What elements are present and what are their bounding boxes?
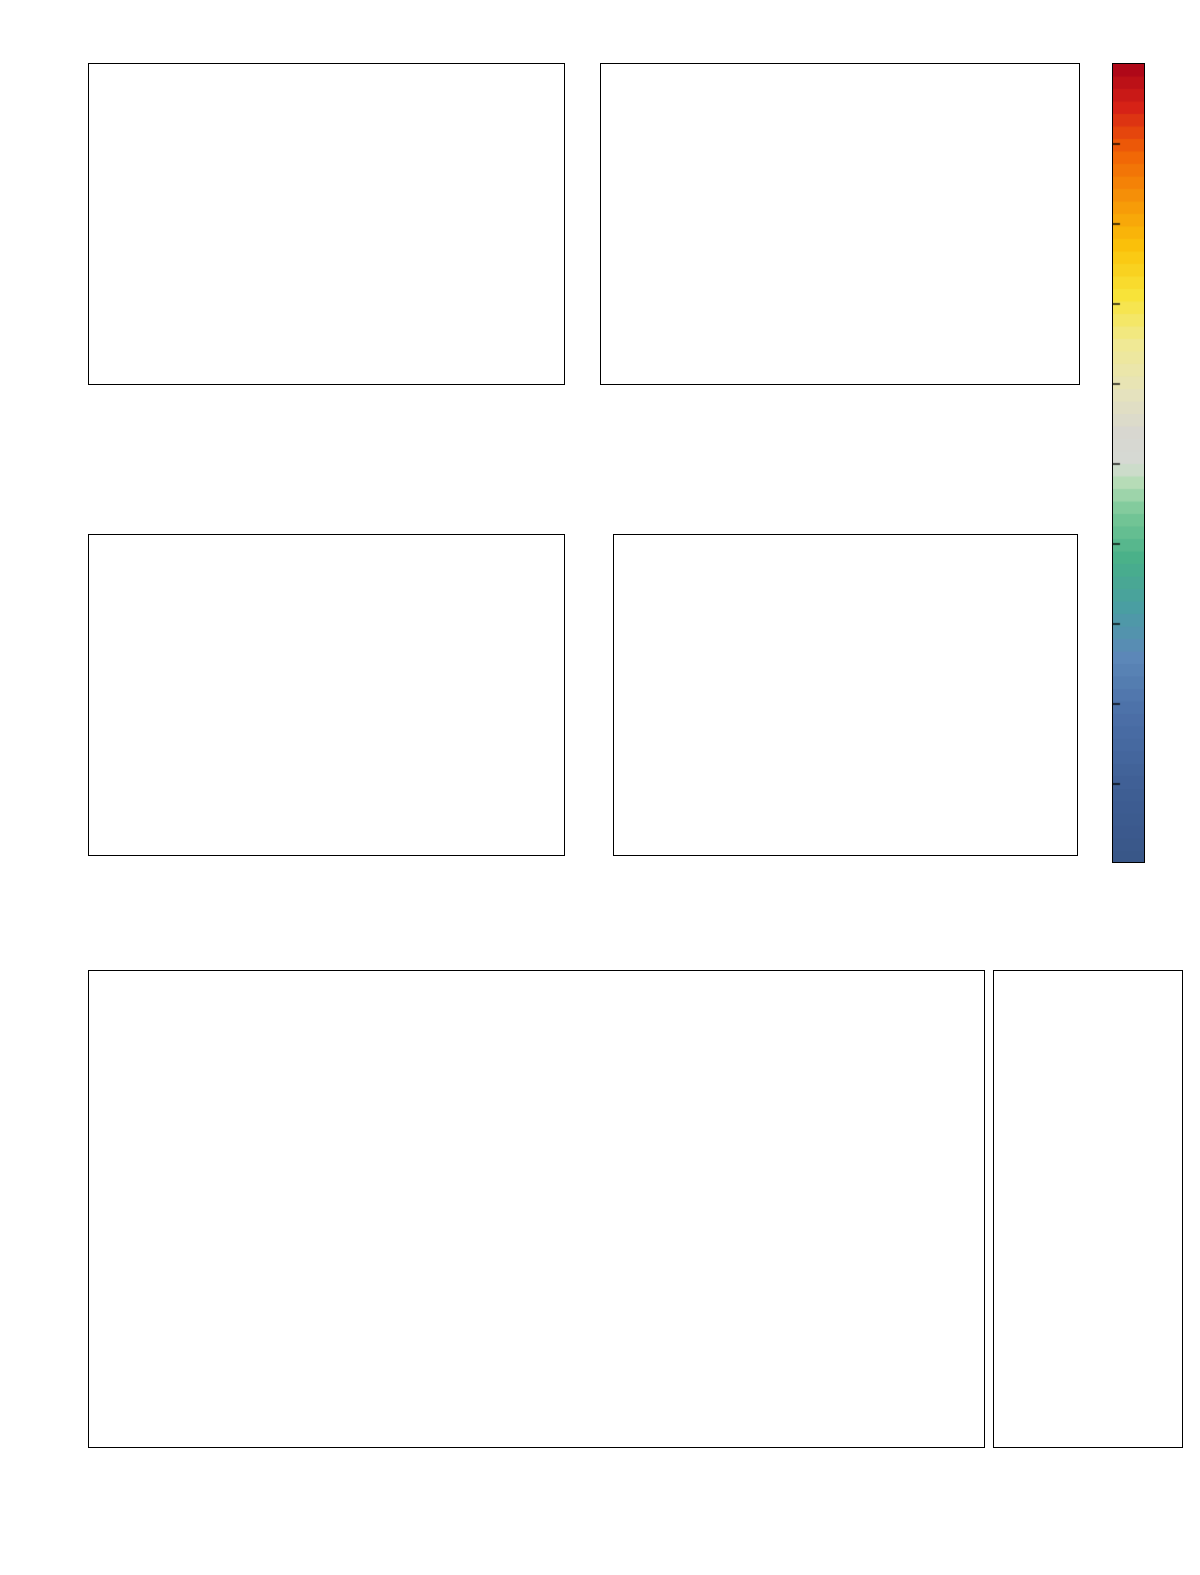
allavg-axes <box>613 534 1078 856</box>
colorbar-gradient <box>1113 64 1144 862</box>
cars-axes <box>88 534 565 856</box>
cars-heatmap <box>89 535 564 855</box>
mimoc-axes <box>88 63 565 385</box>
salinity-axes <box>88 970 985 1448</box>
mimoc-heatmap <box>89 64 564 384</box>
allavg-heatmap <box>614 535 1077 855</box>
map-plot <box>601 64 1079 384</box>
map-axes <box>600 63 1080 385</box>
salinity-legend <box>993 970 1184 1449</box>
colorbar-strip <box>1112 63 1145 863</box>
legend-lines <box>994 971 1184 1449</box>
salinity-plot <box>89 971 984 1447</box>
